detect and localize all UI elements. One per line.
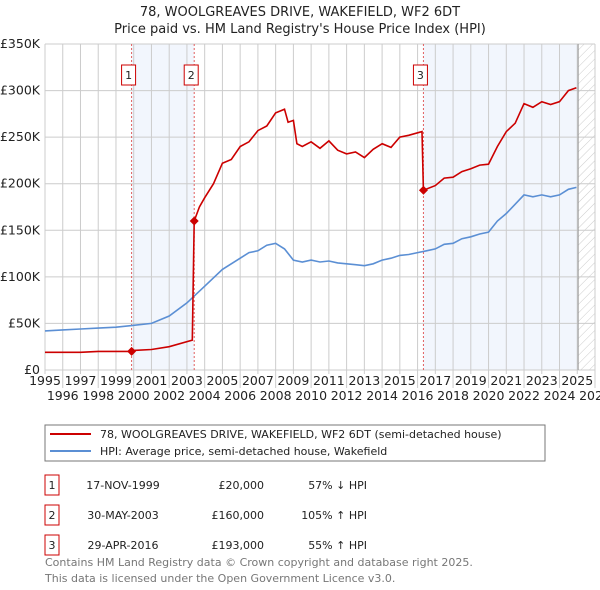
x-tick-label: 2011 — [313, 373, 345, 388]
y-tick-label: £0 — [24, 362, 40, 377]
sale-marker-label-2: 2 — [188, 69, 195, 82]
x-tick-label: 2026 — [579, 388, 600, 403]
x-tick-label: 2017 — [419, 373, 451, 388]
y-tick-label: £50K — [8, 315, 41, 330]
x-tick-label: 2020 — [473, 388, 505, 403]
x-tick-label: 2005 — [207, 373, 239, 388]
x-tick-label: 1997 — [65, 373, 97, 388]
sale-row-hpi: 55% ↑ HPI — [308, 539, 367, 552]
sale-row-badge-3 — [44, 534, 60, 556]
x-tick-label: 2000 — [118, 388, 150, 403]
x-tick-label: 2009 — [277, 373, 309, 388]
x-tick-label: 2025 — [561, 373, 593, 388]
sale-row-price: £193,000 — [212, 539, 265, 552]
chart-title: 78, WOOLGREAVES DRIVE, WAKEFIELD, WF2 6D… — [140, 5, 460, 20]
hpi-line — [44, 186, 577, 332]
y-tick-label: £150K — [0, 222, 41, 237]
x-tick-label: 2015 — [384, 373, 416, 388]
sale-row-number: 3 — [49, 539, 56, 552]
sale-point-3 — [418, 185, 428, 195]
sales-table: 1 17-NOV-1999 £20,000 57% ↓ HPI 2 30-MAY-2003… — [44, 474, 367, 556]
sale-marker-label-1: 1 — [125, 69, 132, 82]
x-tick-label: 2006 — [224, 388, 256, 403]
sale-row-badge-2 — [44, 504, 60, 526]
y-tick-label: £250K — [0, 129, 41, 144]
sale-row-hpi: 105% ↑ HPI — [301, 509, 367, 522]
x-tick-label: 2021 — [490, 373, 522, 388]
sale-row-badge-1 — [44, 474, 60, 496]
chart-subtitle: Price paid vs. HM Land Registry's House … — [114, 22, 486, 37]
sale-row-date: 29-APR-2016 — [87, 539, 158, 552]
sale-marker-box-1 — [121, 64, 137, 86]
sale-marker-box-3 — [412, 64, 428, 86]
y-tick-label: £350K — [0, 36, 41, 51]
legend-box — [44, 424, 546, 462]
plot-area: 1995199619971998199920002001200220032004… — [0, 36, 600, 403]
sale-row-hpi: 57% ↓ HPI — [308, 479, 367, 492]
x-tick-label: 2008 — [260, 388, 292, 403]
y-tick-label: £300K — [0, 83, 41, 98]
sale-point-2 — [189, 216, 199, 226]
sale-marker-label-3: 3 — [417, 69, 424, 82]
x-tick-label: 1995 — [29, 373, 61, 388]
footer-copyright: Contains HM Land Registry data © Crown c… — [45, 556, 473, 569]
x-tick-label: 2014 — [366, 388, 398, 403]
shaded-period-2 — [423, 44, 579, 370]
footer-licence: This data is licensed under the Open Gov… — [44, 572, 395, 585]
x-tick-label: 1999 — [100, 373, 132, 388]
future-hatch — [578, 44, 595, 370]
x-tick-label: 2016 — [402, 388, 434, 403]
x-tick-label: 2003 — [171, 373, 203, 388]
x-tick-label: 2024 — [544, 388, 576, 403]
sale-row-price: £160,000 — [212, 509, 265, 522]
x-tick-label: 2023 — [526, 373, 558, 388]
sale-row-number: 1 — [49, 479, 56, 492]
x-tick-label: 1996 — [47, 388, 79, 403]
x-tick-label: 2019 — [455, 373, 487, 388]
x-tick-label: 2010 — [295, 388, 327, 403]
legend-label-hpi: HPI: Average price, semi-detached house,… — [100, 445, 387, 458]
sale-row-date: 17-NOV-1999 — [86, 479, 160, 492]
x-tick-label: 2004 — [189, 388, 221, 403]
x-tick-label: 1998 — [82, 388, 114, 403]
sale-point-1 — [127, 346, 137, 356]
x-tick-label: 2013 — [348, 373, 380, 388]
sale-row-number: 2 — [49, 509, 56, 522]
x-tick-label: 2012 — [331, 388, 363, 403]
x-tick-label: 2001 — [136, 373, 168, 388]
sale-row-date: 30-MAY-2003 — [87, 509, 159, 522]
x-tick-label: 2018 — [437, 388, 469, 403]
legend-label-property: 78, WOOLGREAVES DRIVE, WAKEFIELD, WF2 6D… — [100, 428, 502, 441]
y-tick-label: £200K — [0, 176, 41, 191]
sale-row-price: £20,000 — [219, 479, 265, 492]
x-tick-label: 2007 — [242, 373, 274, 388]
x-tick-label: 2002 — [153, 388, 185, 403]
sale-marker-box-2 — [183, 64, 199, 86]
y-tick-label: £100K — [0, 269, 41, 284]
x-tick-label: 2022 — [508, 388, 540, 403]
shaded-period-1 — [131, 44, 195, 370]
legend: 78, WOOLGREAVES DRIVE, WAKEFIELD, WF2 6D… — [44, 424, 546, 462]
